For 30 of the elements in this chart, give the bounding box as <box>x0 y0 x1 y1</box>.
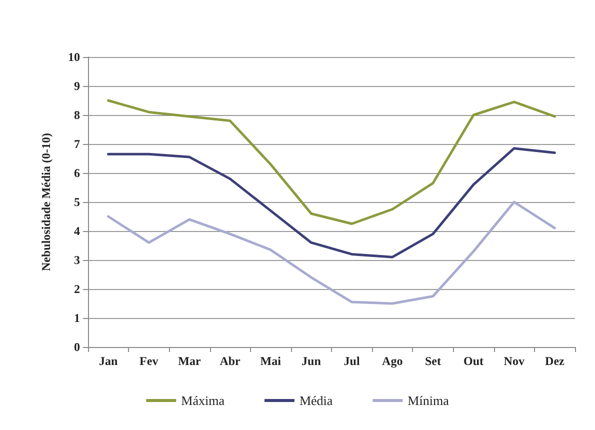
y-tick-label: 4 <box>74 224 80 238</box>
x-tick-label: Jan <box>98 354 118 368</box>
y-tick-label: 2 <box>74 282 80 296</box>
x-tick-label: Mai <box>260 354 282 368</box>
y-tick-label: 10 <box>68 50 80 64</box>
y-tick-label: 8 <box>74 108 80 122</box>
x-tick-label: Jun <box>302 354 322 368</box>
x-tick-label: Set <box>424 354 441 368</box>
legend-label: Média <box>299 393 333 408</box>
line-series <box>107 147 556 258</box>
y-tick-label: 6 <box>74 166 80 180</box>
y-tick-label: 9 <box>74 79 80 93</box>
y-tick-label: 7 <box>74 137 80 151</box>
x-tick-label: Abr <box>220 354 242 368</box>
legend-label: Mínima <box>408 393 450 408</box>
y-tick-label: 1 <box>74 311 80 325</box>
x-tick-label: Nov <box>504 354 524 368</box>
line-series <box>107 200 556 305</box>
x-tick-label: Jul <box>344 354 360 368</box>
legend-label: Máxima <box>181 393 225 408</box>
y-tick-label: 3 <box>74 253 80 267</box>
x-tick-label: Fev <box>140 354 158 368</box>
x-tick-label: Mar <box>178 354 202 368</box>
line-series <box>107 99 556 225</box>
y-tick-label: 0 <box>74 340 80 354</box>
x-tick-label: Ago <box>382 354 403 368</box>
x-tick-label: Dez <box>545 354 566 368</box>
y-axis-title: Nebulosidade Média (0-10) <box>39 132 53 271</box>
y-tick-label: 5 <box>74 195 80 209</box>
x-tick-label: Out <box>464 354 484 368</box>
